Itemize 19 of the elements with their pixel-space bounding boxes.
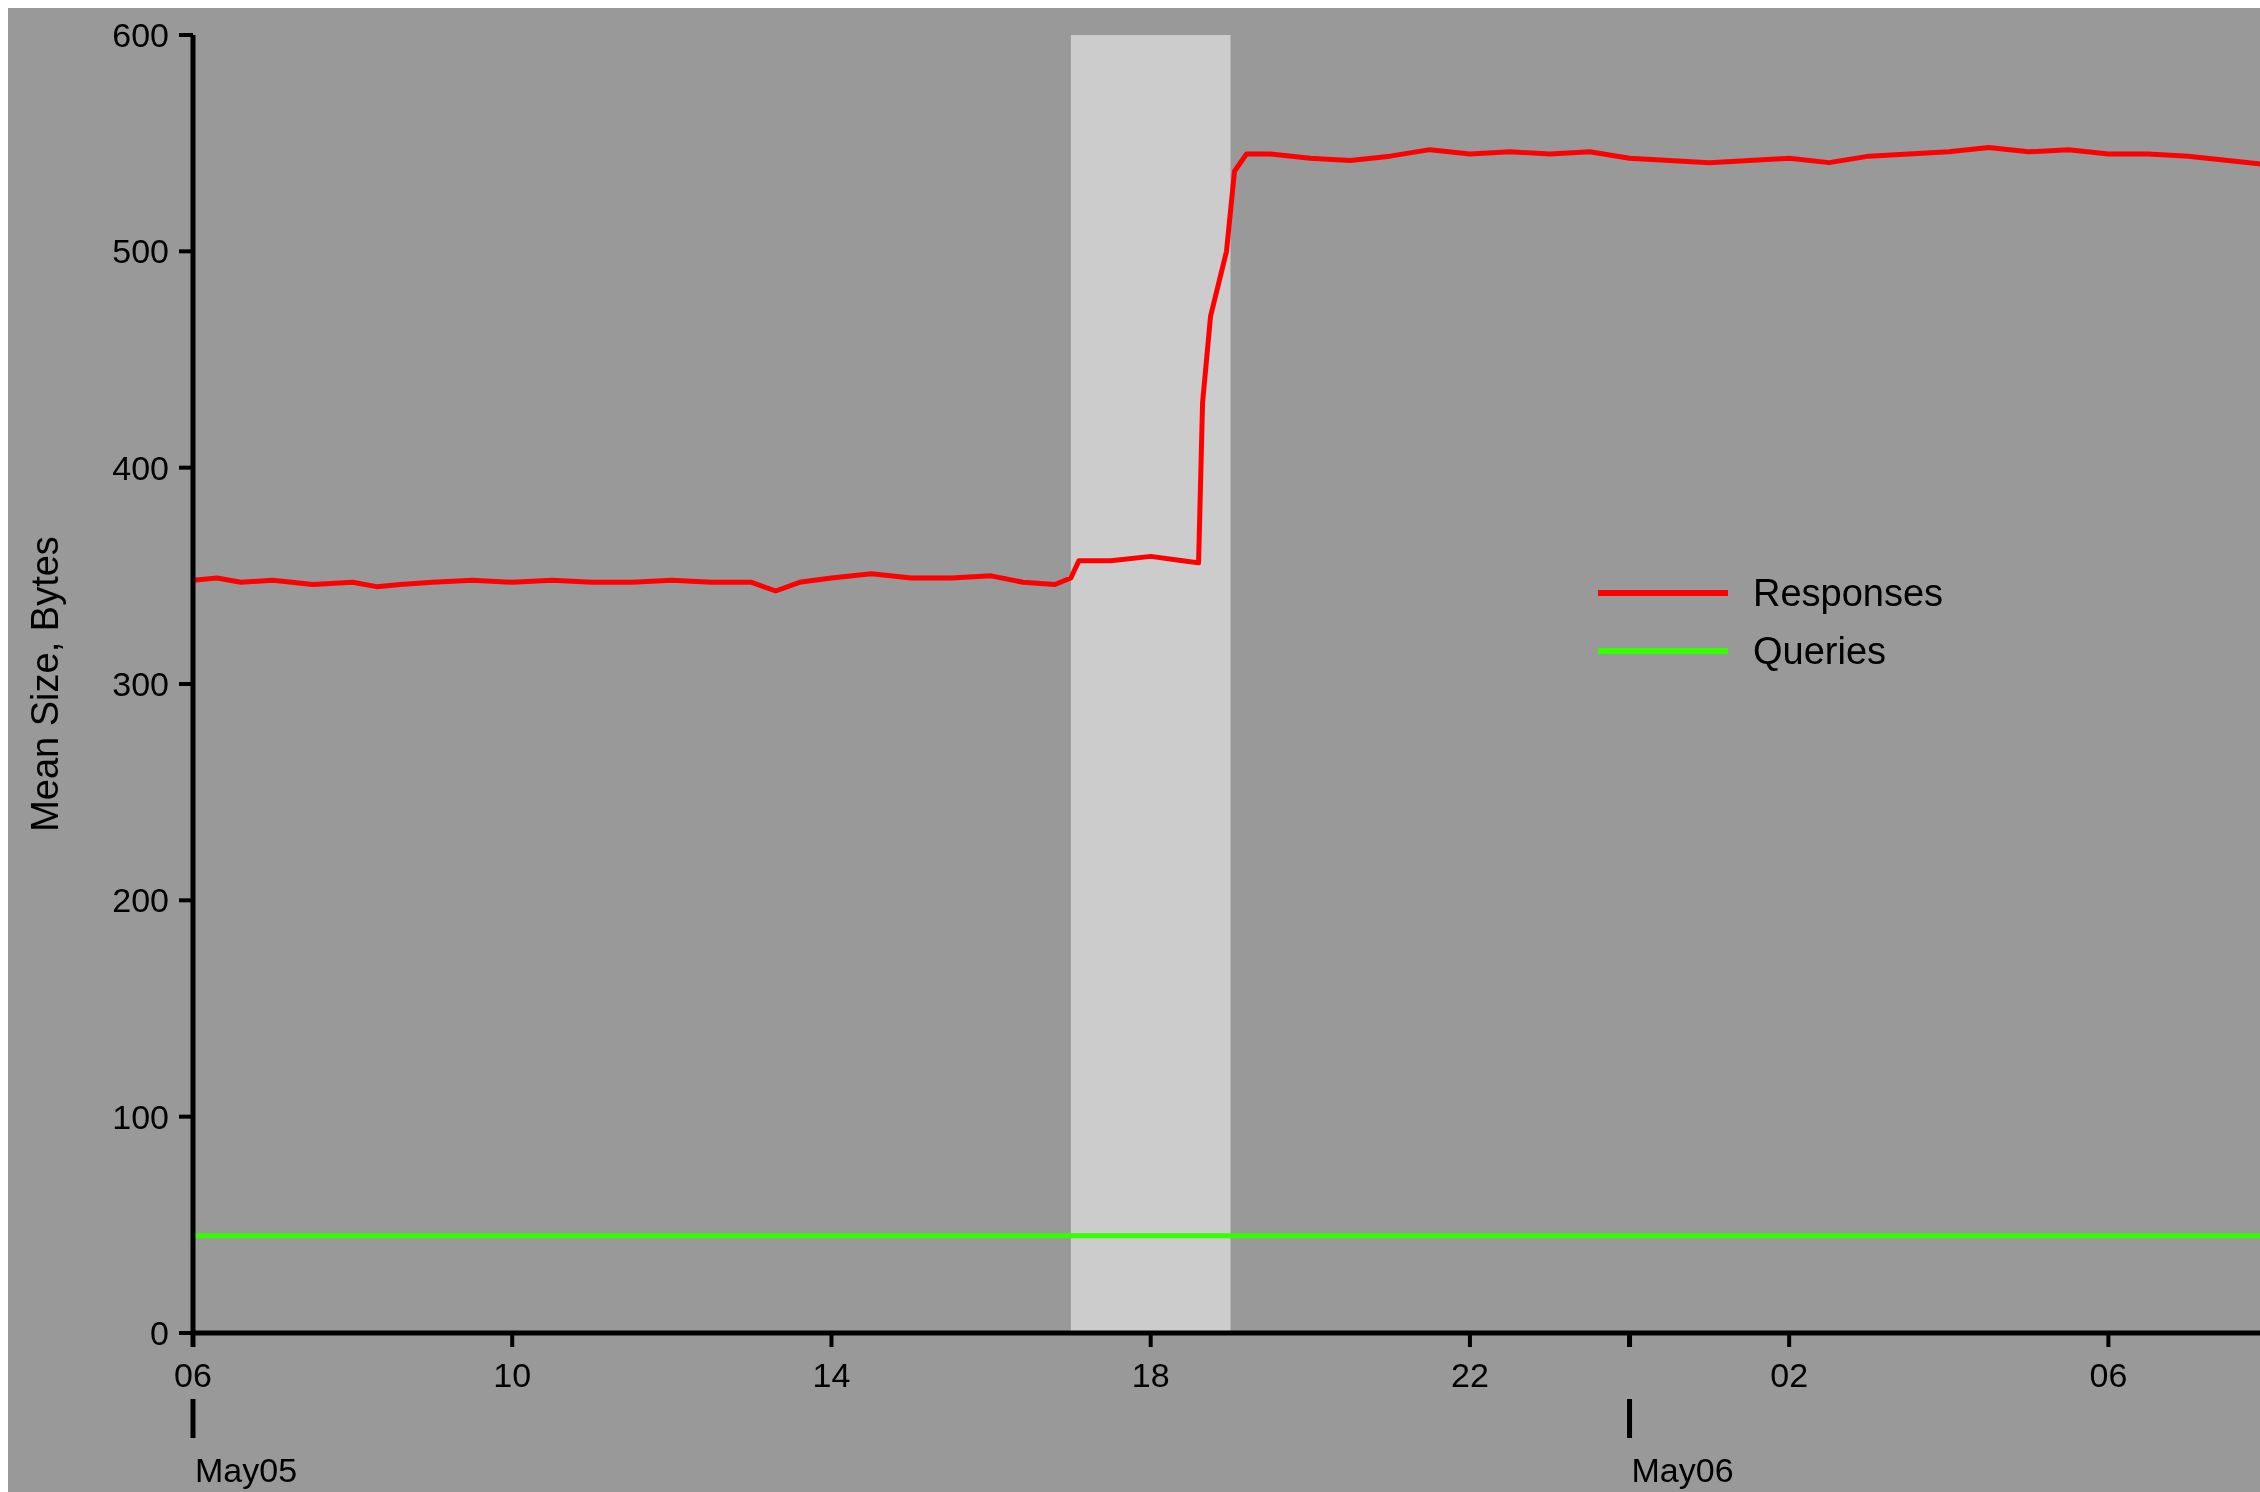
y-tick-label: 0 bbox=[150, 1313, 169, 1352]
y-tick-label: 200 bbox=[112, 881, 169, 920]
text: May06 bbox=[1631, 1451, 1734, 1489]
x-tick-label: 06 bbox=[174, 1356, 212, 1394]
x-tick-label: 02 bbox=[1770, 1356, 1809, 1394]
text: May05 bbox=[195, 1451, 298, 1489]
x-tick-label: 10 bbox=[493, 1356, 532, 1394]
y-axis-title: Mean Size, Bytes bbox=[24, 536, 66, 832]
y-tick-label: 600 bbox=[112, 15, 169, 54]
y-tick-label: 300 bbox=[112, 664, 169, 703]
x-tick-label: 14 bbox=[812, 1356, 851, 1394]
y-tick-label: 100 bbox=[112, 1097, 169, 1136]
y-tick-label: 500 bbox=[112, 232, 169, 271]
legend-label: Queries bbox=[1753, 630, 1887, 673]
x-tick-label: 06 bbox=[2089, 1356, 2128, 1394]
y-tick-label: 400 bbox=[112, 448, 169, 487]
x-tick-label: 22 bbox=[1451, 1356, 1489, 1394]
legend-label: Responses bbox=[1753, 572, 1944, 615]
x-tick-label: 18 bbox=[1131, 1356, 1170, 1394]
